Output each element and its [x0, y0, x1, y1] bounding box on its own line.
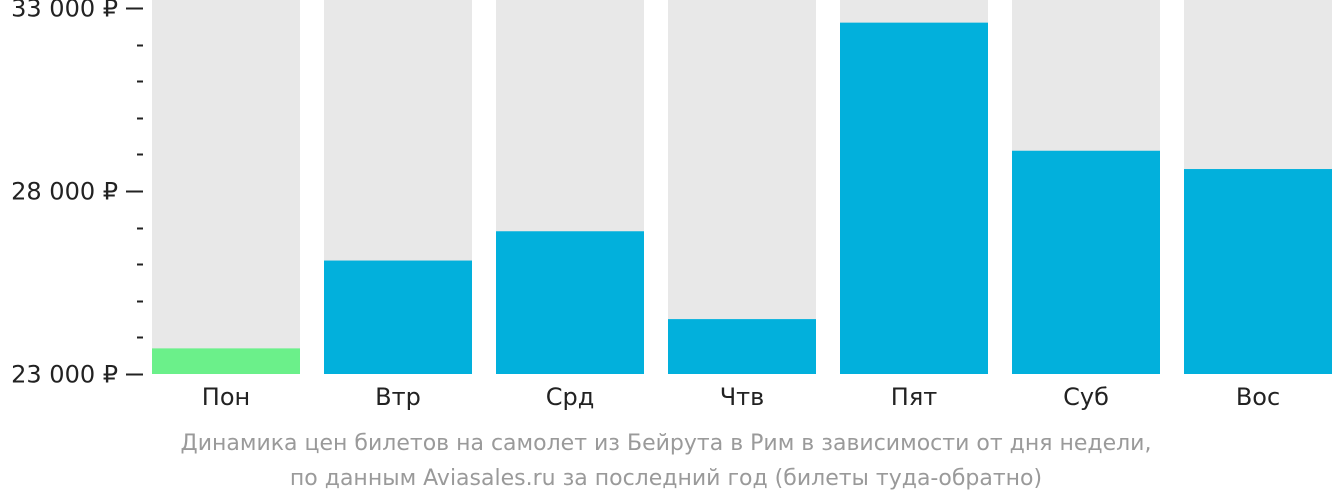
x-tick-label-0: Пон: [202, 383, 250, 411]
chart-caption-line-2: по данным Aviasales.ru за последний год …: [289, 466, 1043, 491]
x-tick-label-2: Срд: [546, 383, 595, 411]
bar-chart: Пон Втр Срд Чтв Пят Суб Вос 33 000 ₽ 28 000 ₽ 23 …: [11, 0, 1332, 411]
bar-0: [152, 348, 300, 374]
x-tick-label-3: Чтв: [720, 383, 765, 411]
x-tick-label-4: Пят: [891, 383, 937, 411]
y-tick-label-2: 23 000 ₽: [11, 361, 118, 389]
x-tick-label-1: Втр: [375, 383, 421, 411]
y-tick-label-0: 33 000 ₽: [11, 0, 118, 23]
bar-3: [668, 319, 816, 374]
bar-5: [1012, 150, 1160, 374]
y-tick-label-1: 28 000 ₽: [11, 178, 118, 206]
bar-background-0: [152, 0, 300, 374]
bar-6: [1184, 169, 1332, 374]
bar-1: [324, 260, 472, 374]
bar-background-3: [668, 0, 816, 374]
x-tick-label-5: Суб: [1063, 383, 1109, 411]
x-tick-label-6: Вос: [1236, 383, 1280, 411]
bar-2: [496, 231, 644, 374]
chart-caption-line-1: Динамика цен билетов на самолет из Бейру…: [180, 431, 1152, 456]
bar-4: [840, 22, 988, 374]
